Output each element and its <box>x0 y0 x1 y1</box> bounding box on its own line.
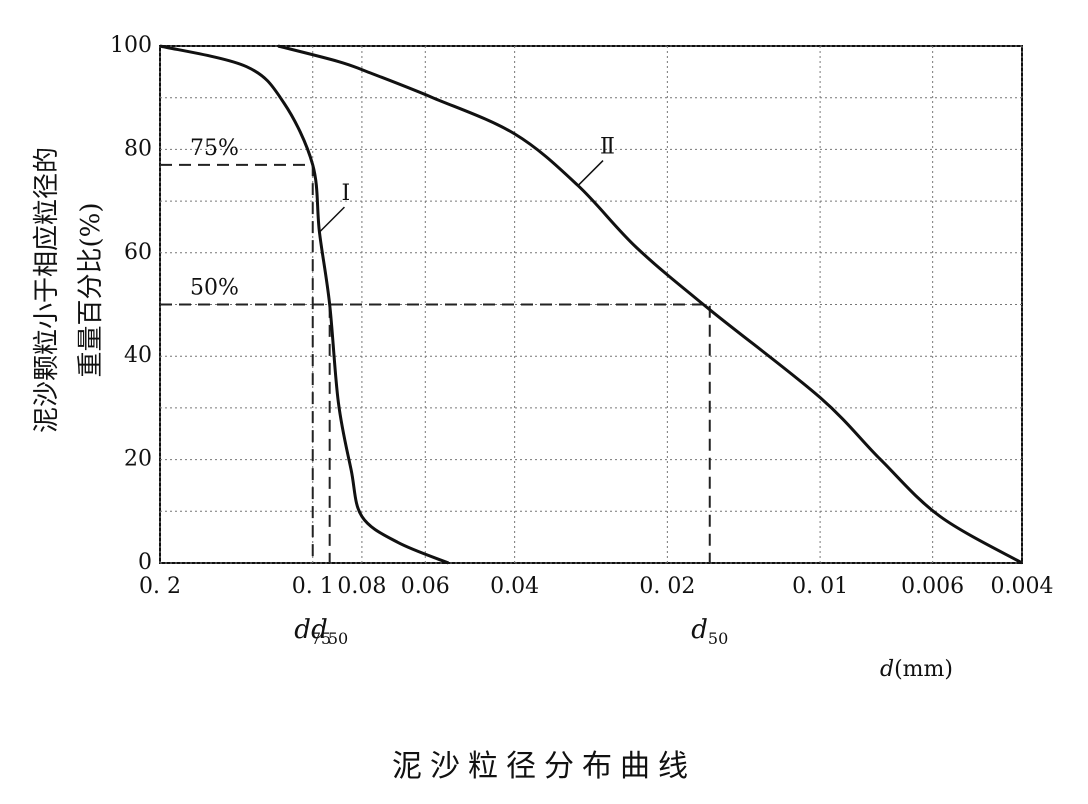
y-tick-label: 40 <box>124 343 152 368</box>
curve <box>159 44 450 565</box>
series-label: Ⅱ <box>600 135 615 160</box>
d-subscript: 50 <box>708 629 728 648</box>
x-tick-label: 0.08 <box>337 574 386 599</box>
d-symbol: d <box>311 615 328 645</box>
series-leader <box>577 160 604 187</box>
x-tick-label: 0.06 <box>401 574 450 599</box>
y-tick-label: 100 <box>110 33 152 58</box>
d-symbol: d <box>294 615 311 645</box>
y-axis-label: 泥沙颗粒小于相应粒径的 <box>32 147 62 433</box>
d-symbol: d <box>691 615 708 645</box>
guide-label: 50% <box>190 276 239 301</box>
series-leader <box>318 206 345 233</box>
guide-line <box>160 303 711 563</box>
guide-d-label: d50 <box>311 615 348 648</box>
d-subscript: 75 <box>311 629 331 648</box>
y-tick-label: 80 <box>124 136 152 161</box>
guide-line <box>160 303 331 563</box>
y-axis-label: 重量百分比(%) <box>76 203 106 378</box>
x-tick-label: 0. 01 <box>792 574 848 599</box>
x-tick-label: 0. 02 <box>639 574 695 599</box>
guide-d-label: d50 <box>691 615 728 648</box>
x-tick-label: 0.004 <box>991 574 1054 599</box>
x-tick-label: 0. 1 <box>292 574 334 599</box>
chart-title: 泥沙粒径分布曲线 <box>392 749 696 784</box>
y-tick-label: 0 <box>138 550 152 575</box>
d-subscript: 50 <box>328 629 348 648</box>
x-axis-symbol: d <box>880 657 894 682</box>
guide-d-label: d75 <box>294 615 331 648</box>
curve <box>277 44 1023 565</box>
x-tick-label: 0.006 <box>901 574 964 599</box>
x-axis-label: d(mm) <box>880 657 953 682</box>
y-tick-label: 20 <box>124 447 152 472</box>
y-tick-label: 60 <box>124 240 152 265</box>
x-tick-label: 0.04 <box>490 574 539 599</box>
guide-line <box>160 163 314 563</box>
guide-label: 75% <box>190 136 239 161</box>
x-axis-unit: (mm) <box>894 657 953 682</box>
series-label: Ⅰ <box>341 181 350 206</box>
x-tick-label: 0. 2 <box>139 574 181 599</box>
